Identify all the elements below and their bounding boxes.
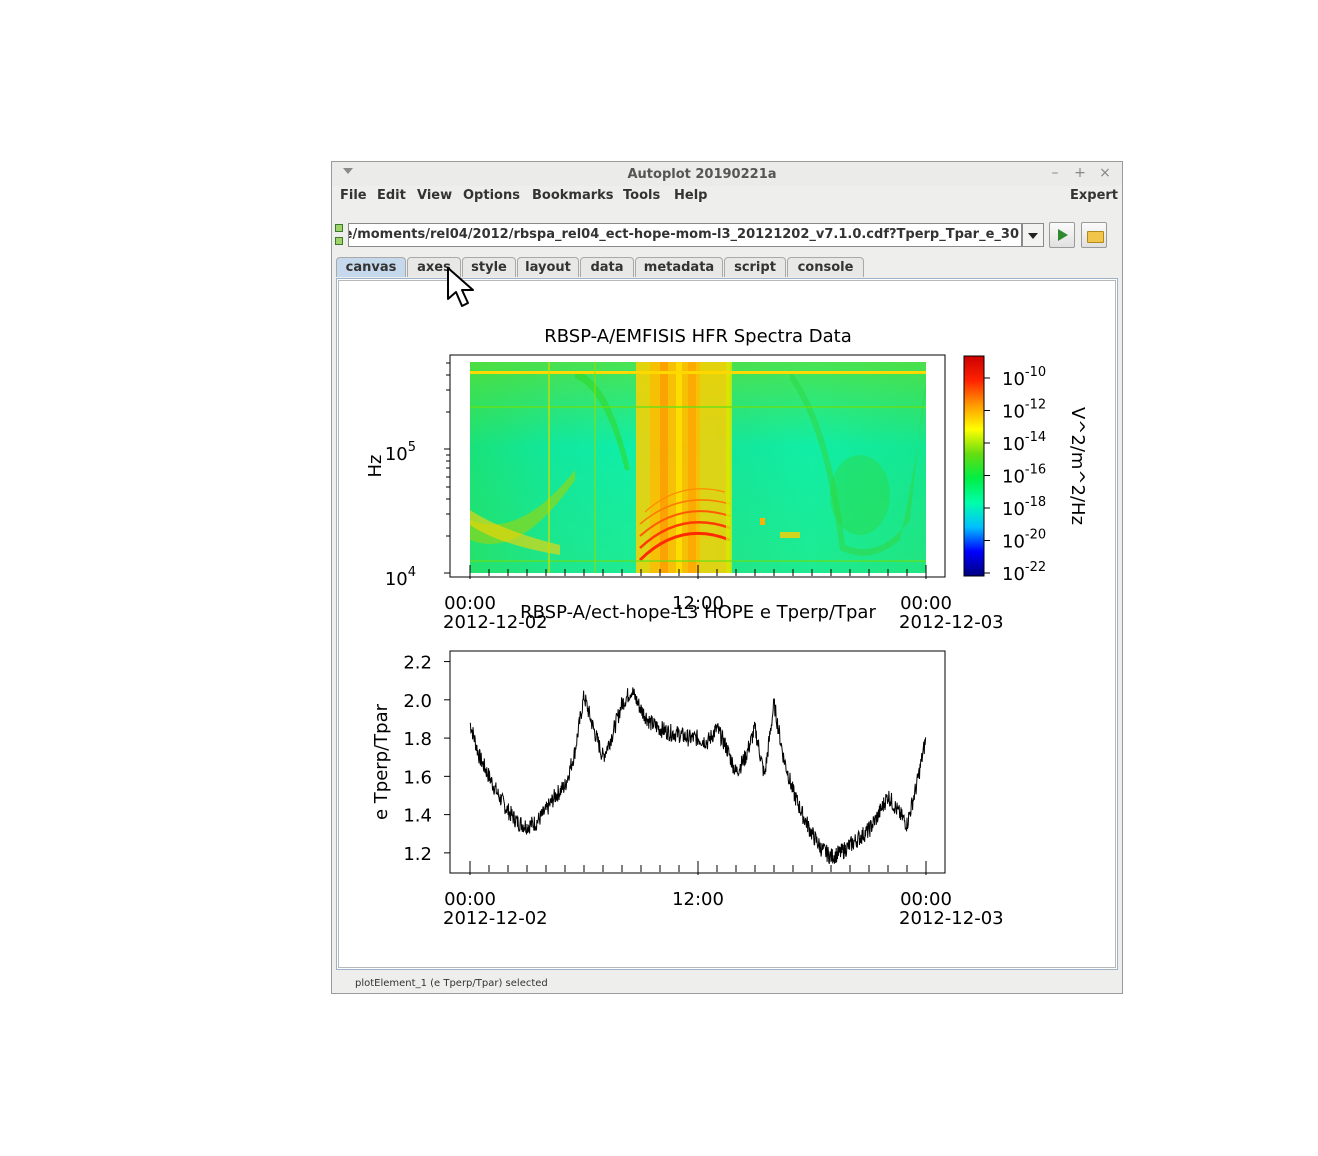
window-menu-icon[interactable]: [343, 168, 353, 174]
title-bar[interactable]: Autoplot 20190221a – + ×: [332, 162, 1122, 186]
menu-options[interactable]: Options: [463, 188, 520, 203]
spectrogram-image: [470, 362, 926, 573]
menu-tools[interactable]: Tools: [623, 188, 661, 203]
spectrogram-ytick: 104: [385, 565, 416, 590]
menu-expert[interactable]: Expert: [1070, 188, 1119, 203]
line-plot-ytick-label: 1.8: [403, 729, 432, 750]
line-plot-ytick-label: 1.6: [403, 767, 432, 788]
url-input-value: ct/hope/moments/rel04/2012/rbspa_rel04_e…: [348, 227, 1019, 242]
colorbar-tick-label: 10-20: [1002, 528, 1046, 553]
line-plot-frame: [449, 650, 946, 874]
line-plot-title: RBSP-A/ect-hope-L3 HOPE e Tperp/Tpar: [520, 602, 876, 623]
colorbar-tick-label: 10-16: [1002, 463, 1046, 488]
colorbar-tick-label: 10-22: [1002, 560, 1046, 585]
colorbar-ticks: 10-10 10-12 10-14 10-16 10-18 10-20 10-22: [984, 365, 1046, 585]
xtick-time-label: 12:00: [672, 593, 724, 614]
status-bar: plotElement_1 (e Tperp/Tpar) selected: [355, 978, 548, 989]
xtick-time-label: 00:00: [900, 593, 952, 614]
colorbar-label: V^2/m^2/Hz: [1067, 407, 1088, 525]
tab-layout[interactable]: layout: [517, 257, 579, 277]
series-line-e-tperp-tpar[interactable]: [469, 687, 927, 864]
spectrogram-ytick-label: 105: [385, 440, 416, 465]
colorbar-tick-label: 10-14: [1002, 430, 1046, 455]
spectrogram-ylabel: Hz: [365, 455, 386, 478]
spectrogram-title: RBSP-A/EMFISIS HFR Spectra Data: [544, 326, 851, 347]
colorbar-tick-label: 10-12: [1002, 398, 1046, 423]
xtick-date-label: 2012-12-03: [899, 612, 1004, 633]
window-title: Autoplot 20190221a: [627, 167, 777, 182]
url-row: ct/hope/moments/rel04/2012/rbspa_rel04_e…: [332, 220, 1122, 252]
tab-data[interactable]: data: [580, 257, 634, 277]
tab-metadata[interactable]: metadata: [635, 257, 723, 277]
colorbar[interactable]: 10-10 10-12 10-14 10-16 10-18 10-20 10-22 V^2/…: [963, 355, 1088, 585]
menu-file[interactable]: File: [340, 188, 367, 203]
xtick-date-label: 2012-12-03: [899, 908, 1004, 929]
menu-bookmarks[interactable]: Bookmarks: [532, 188, 614, 203]
menu-help[interactable]: Help: [674, 188, 708, 203]
plot-button[interactable]: [1049, 222, 1075, 248]
line-plot-yaxis: 2.2 2.0 1.8 1.6 1.4 1.2: [403, 653, 450, 865]
menu-edit[interactable]: Edit: [377, 188, 406, 203]
mouse-cursor-icon: [447, 267, 474, 307]
browse-folder-button[interactable]: [1081, 222, 1107, 248]
colorbar-tick-label: 10-10: [1002, 365, 1046, 390]
xtick-time-label: 00:00: [444, 593, 496, 614]
line-plot-ytick-label: 1.2: [403, 844, 432, 865]
tab-bar: canvas axes style layout data metadata s…: [336, 257, 1116, 278]
xtick-time-label: 00:00: [900, 889, 952, 910]
url-input[interactable]: ct/hope/moments/rel04/2012/rbspa_rel04_e…: [348, 223, 1022, 247]
tab-style[interactable]: style: [462, 257, 516, 277]
tab-canvas[interactable]: canvas: [336, 257, 406, 277]
spectrogram-yaxis-ticks: [444, 362, 450, 574]
url-history-dropdown[interactable]: [1022, 223, 1044, 247]
tab-console[interactable]: console: [787, 257, 864, 277]
menu-view[interactable]: View: [417, 188, 453, 203]
xtick-time-label: 12:00: [672, 889, 724, 910]
xtick-date-label: 2012-12-02: [443, 612, 548, 633]
spectrogram-plot[interactable]: RBSP-A/EMFISIS HFR Spectra Data: [365, 326, 1088, 633]
line-plot-ytick-label: 2.2: [403, 653, 432, 674]
maximize-button[interactable]: +: [1074, 165, 1086, 181]
minimize-button[interactable]: –: [1051, 165, 1059, 181]
xtick-time-label: 00:00: [444, 889, 496, 910]
spectrogram-ytick-label: 104: [385, 565, 416, 590]
canvas-border: [338, 280, 1116, 968]
menu-bar: File Edit View Options Bookmarks Tools H…: [332, 186, 1122, 206]
xtick-date-label: 2012-12-02: [443, 908, 548, 929]
line-plot-ytick-label: 2.0: [403, 691, 432, 712]
colorbar-scale: [964, 356, 984, 576]
close-button[interactable]: ×: [1099, 165, 1111, 181]
line-plot-ylabel: e Tperp/Tpar: [371, 703, 392, 820]
colorbar-tick-label: 10-18: [1002, 495, 1046, 520]
tab-script[interactable]: script: [724, 257, 786, 277]
line-plot[interactable]: RBSP-A/ect-hope-L3 HOPE e Tperp/Tpar e T…: [371, 602, 1004, 929]
line-plot-ytick-label: 1.4: [403, 806, 432, 827]
spectrogram-ytick: 105: [385, 440, 416, 465]
data-source-icon: [335, 224, 343, 245]
